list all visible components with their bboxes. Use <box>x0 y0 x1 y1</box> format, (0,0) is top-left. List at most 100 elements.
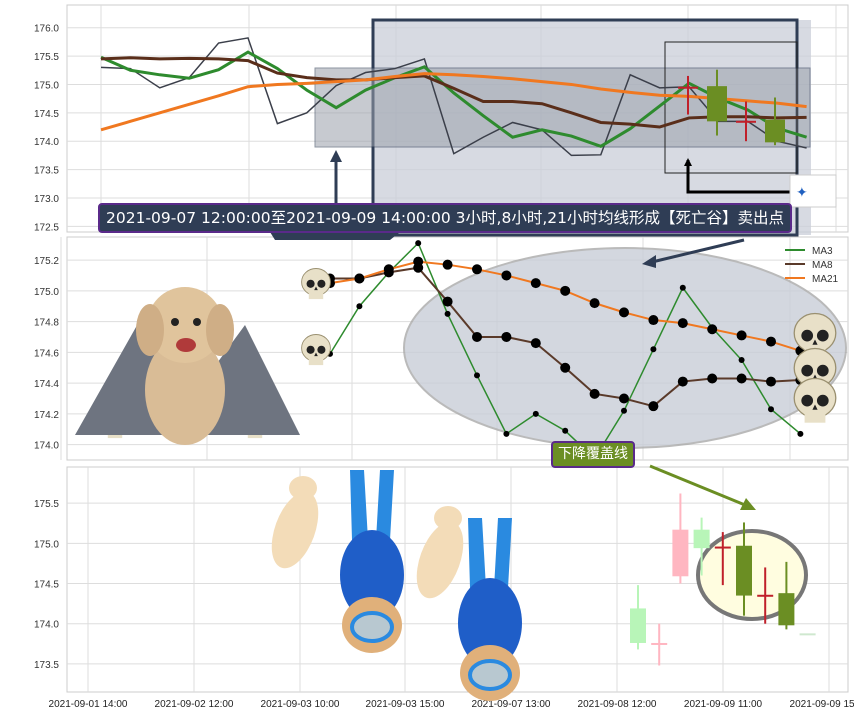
data-point <box>766 336 776 347</box>
data-point <box>444 310 451 317</box>
legend-label: MA21 <box>812 274 839 285</box>
x-tick-label: 2021-09-01 14:00 <box>49 699 128 710</box>
y-tick-label: 173.5 <box>34 166 59 177</box>
y-tick-label: 175.2 <box>34 256 59 267</box>
data-point <box>472 264 482 275</box>
wetsuit <box>458 578 522 668</box>
diving-mask <box>350 611 394 643</box>
x-tick-label: 2021-09-07 13:00 <box>472 699 551 710</box>
skull-eye <box>801 394 814 407</box>
legend-label: MA8 <box>812 260 833 271</box>
skull-eye <box>816 364 829 377</box>
y-tick-label: 174.0 <box>34 620 59 631</box>
y-tick-label: 174.4 <box>34 379 59 390</box>
poodle-illustration <box>136 287 234 445</box>
candle-body <box>736 120 756 123</box>
data-point <box>589 388 600 399</box>
y-tick-label: 175.5 <box>34 499 59 510</box>
candle-body <box>630 608 646 643</box>
series-line-ma8 <box>100 56 807 129</box>
poodle-body <box>145 335 225 445</box>
puppy-illustration <box>416 506 464 599</box>
poodle-mouth <box>176 338 196 352</box>
y-tick-label: 175.0 <box>34 287 59 298</box>
candle-body <box>651 642 668 645</box>
y-tick-label: 176.0 <box>34 24 59 35</box>
dog-thumbnail-icon: ✦ <box>796 184 808 200</box>
poodle-eye <box>193 318 201 326</box>
data-point <box>415 240 422 247</box>
puppy-body <box>416 521 464 599</box>
poodle-eye <box>171 318 179 326</box>
skull-eye <box>801 329 814 342</box>
candle-body <box>799 633 816 636</box>
skull-icon <box>301 334 331 366</box>
data-point <box>530 278 541 289</box>
annotation-pointer <box>270 232 400 240</box>
focus-box <box>664 41 798 174</box>
skull-eye <box>816 394 829 407</box>
arrow-head <box>642 255 656 268</box>
green-arrow-line <box>649 464 746 507</box>
candle-body <box>765 119 785 143</box>
skull-nose <box>314 352 318 357</box>
data-point <box>679 284 686 291</box>
skull-nose <box>812 404 818 410</box>
y-tick-label: 175.5 <box>34 52 59 63</box>
data-point <box>738 357 745 364</box>
candle-body <box>678 86 698 89</box>
skull-eye <box>317 279 326 288</box>
candle-body <box>714 546 731 549</box>
x-tick-label: 2021-09-09 11:00 <box>684 699 763 710</box>
y-tick-label: 174.6 <box>34 348 59 359</box>
diver-dog-illustration <box>458 518 522 701</box>
data-point <box>619 307 629 318</box>
x-tick-label: 2021-09-09 15:00 <box>790 699 854 710</box>
candle-body <box>757 594 774 597</box>
x-tick-label: 2021-09-08 12:00 <box>578 699 657 710</box>
candle-body <box>778 593 795 626</box>
mountain-shape <box>75 320 300 435</box>
data-point <box>650 346 657 353</box>
data-point <box>677 318 688 329</box>
data-point <box>707 373 718 384</box>
data-point <box>354 273 365 284</box>
poodle-ear <box>206 304 234 356</box>
data-point <box>501 331 512 342</box>
y-tick-label: 174.0 <box>34 137 59 148</box>
data-point <box>736 373 747 384</box>
diver-dog-illustration <box>340 470 404 653</box>
y-tick-label: 174.5 <box>34 580 59 591</box>
y-tick-label: 173.0 <box>34 194 59 205</box>
arrow-elbow <box>686 160 790 194</box>
data-point <box>797 430 804 437</box>
skull-eye <box>801 364 814 377</box>
skull-eye <box>306 279 315 288</box>
arrow-elbow-head <box>684 158 692 166</box>
puppy-illustration <box>271 476 319 569</box>
candle-body <box>707 86 727 122</box>
data-point <box>621 407 627 414</box>
poodle-ear <box>136 304 164 356</box>
falling-cover-annotation: 下降覆盖线 <box>551 441 635 468</box>
y-tick-label: 172.5 <box>34 222 59 233</box>
candle-body <box>672 529 689 577</box>
puppy-body <box>271 491 319 569</box>
flippers <box>350 470 394 540</box>
skull-icon <box>793 377 837 423</box>
x-tick-label: 2021-09-03 10:00 <box>261 699 340 710</box>
data-point <box>619 393 629 404</box>
data-point <box>562 427 569 434</box>
data-point <box>356 303 363 310</box>
candle-body <box>736 545 752 596</box>
data-point <box>677 376 688 387</box>
candle-body <box>693 529 710 549</box>
data-point <box>648 315 659 326</box>
flippers <box>468 518 512 588</box>
data-point <box>472 331 482 342</box>
data-point <box>766 376 776 387</box>
skull-nose <box>314 286 318 291</box>
data-point <box>383 264 394 275</box>
